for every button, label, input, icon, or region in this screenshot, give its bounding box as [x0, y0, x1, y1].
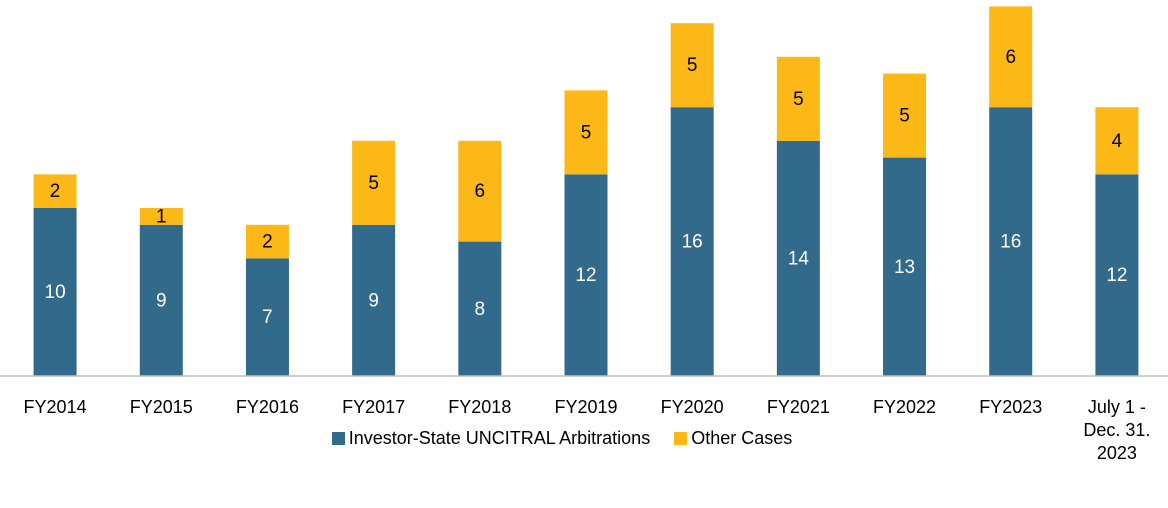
x-tick-label: FY2015: [129, 397, 193, 417]
bar-segment: [1095, 174, 1139, 376]
bar-segment: [458, 140, 502, 242]
bar-segment: [670, 107, 714, 376]
legend: Investor-State UNCITRAL Arbitrations Othe…: [0, 428, 1124, 449]
x-tick-label: FY2017: [342, 397, 406, 417]
bar-segment: [564, 90, 608, 175]
x-tick-label: FY2023: [979, 397, 1043, 417]
bar-segment: [883, 73, 927, 158]
x-tick-label: FY2019: [554, 397, 618, 417]
data-label: 6: [1005, 47, 1016, 68]
bar-segment: [989, 6, 1033, 108]
x-tick-label: FY2020: [660, 397, 724, 417]
data-label: 5: [581, 122, 592, 143]
x-tick-label: FY2018: [448, 397, 512, 417]
x-tick-label: FY2016: [235, 397, 299, 417]
data-label: 5: [368, 173, 379, 194]
bar-segment: [245, 224, 289, 259]
bar-segment: [139, 224, 183, 376]
data-label: 12: [1106, 265, 1127, 286]
legend-swatch: [331, 432, 345, 445]
data-label: 13: [894, 257, 915, 278]
data-label: 16: [682, 232, 703, 253]
data-label: 5: [899, 106, 910, 127]
data-label: 2: [262, 232, 273, 253]
bar-segment: [352, 224, 396, 376]
data-label: 9: [156, 290, 167, 311]
x-tick-label: FY2022: [873, 397, 937, 417]
data-label: 10: [45, 282, 66, 303]
bar-segment: [883, 157, 927, 376]
data-label: 9: [368, 290, 379, 311]
bar-segment: [776, 56, 820, 141]
x-tick-label: FY2021: [766, 397, 830, 417]
data-label: 8: [475, 299, 486, 320]
data-label: 16: [1000, 232, 1021, 253]
bar-segment: [245, 258, 289, 376]
data-label: 14: [788, 248, 810, 269]
legend-label: Investor-State UNCITRAL Arbitrations: [348, 428, 651, 448]
bar-segment: [1095, 107, 1139, 175]
data-label: 6: [475, 181, 486, 202]
bar-segment: [33, 174, 77, 208]
bar-segment: [139, 208, 183, 225]
data-label: 5: [793, 89, 804, 110]
bar-segment: [989, 107, 1033, 376]
data-label: 12: [575, 265, 596, 286]
data-label: 4: [1112, 131, 1123, 152]
bar-segment: [458, 241, 502, 376]
bar-segment: [776, 140, 820, 376]
legend-label: Other Cases: [691, 428, 793, 448]
bar-segment: [352, 140, 396, 225]
legend-item: Investor-State UNCITRAL Arbitrations: [331, 428, 651, 449]
bar-segment: [564, 174, 608, 376]
data-label: 2: [50, 181, 61, 202]
legend-swatch: [674, 432, 688, 445]
x-tick-label: FY2014: [23, 397, 87, 417]
bar-segment: [670, 23, 714, 108]
x-tick-label: July 1 - Dec. 31. 2023: [1083, 397, 1151, 463]
data-label: 7: [262, 307, 273, 328]
legend-item: Other Cases: [674, 428, 792, 449]
data-label: 1: [156, 206, 167, 227]
bar-segment: [33, 208, 77, 376]
data-label: 5: [687, 55, 698, 76]
